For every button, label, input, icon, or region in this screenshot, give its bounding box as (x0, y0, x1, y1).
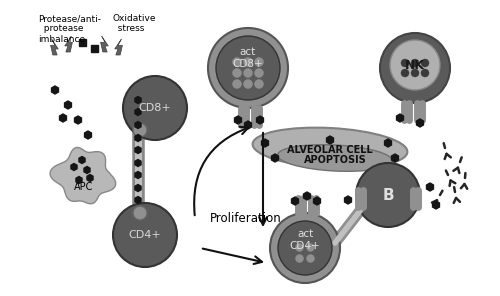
Polygon shape (50, 147, 116, 204)
Circle shape (411, 69, 419, 77)
Circle shape (244, 80, 252, 89)
Circle shape (254, 57, 264, 67)
Circle shape (244, 68, 252, 78)
Polygon shape (76, 176, 82, 184)
Polygon shape (135, 197, 141, 204)
Polygon shape (326, 136, 334, 144)
Polygon shape (84, 166, 90, 173)
Polygon shape (135, 147, 141, 154)
Polygon shape (234, 116, 242, 124)
Circle shape (421, 59, 429, 67)
Circle shape (296, 255, 304, 263)
Text: act
CD4+: act CD4+ (290, 229, 320, 251)
Polygon shape (262, 139, 268, 147)
Polygon shape (60, 114, 66, 122)
Polygon shape (100, 36, 108, 52)
Circle shape (380, 33, 450, 103)
Polygon shape (114, 39, 122, 55)
Text: ALVEOLAR CELL: ALVEOLAR CELL (287, 145, 373, 155)
Circle shape (133, 206, 147, 220)
Circle shape (113, 203, 177, 267)
Circle shape (123, 76, 187, 140)
Polygon shape (135, 109, 141, 115)
Circle shape (401, 69, 409, 77)
Circle shape (270, 213, 340, 283)
Polygon shape (135, 121, 141, 128)
Polygon shape (50, 39, 58, 55)
Polygon shape (64, 36, 72, 52)
Polygon shape (64, 101, 71, 109)
Text: B: B (382, 187, 394, 202)
Polygon shape (135, 96, 141, 104)
Polygon shape (416, 119, 424, 127)
Polygon shape (74, 116, 82, 124)
Text: NK: NK (405, 59, 425, 72)
Polygon shape (135, 184, 141, 192)
Polygon shape (384, 139, 392, 147)
Circle shape (390, 40, 440, 90)
Circle shape (254, 80, 264, 89)
Polygon shape (426, 183, 434, 191)
Circle shape (278, 221, 332, 275)
Bar (90, 44, 98, 52)
Text: Proliferation: Proliferation (210, 212, 282, 224)
Text: CD4+: CD4+ (128, 230, 162, 240)
Polygon shape (244, 121, 252, 129)
Polygon shape (87, 175, 93, 181)
Polygon shape (272, 154, 278, 162)
Circle shape (244, 57, 252, 67)
Circle shape (216, 36, 280, 100)
Polygon shape (304, 192, 310, 200)
Polygon shape (135, 134, 141, 141)
Text: CD8+: CD8+ (138, 103, 172, 113)
Polygon shape (135, 160, 141, 166)
Polygon shape (314, 197, 320, 205)
Polygon shape (292, 197, 298, 205)
Text: Oxidative
  stress: Oxidative stress (112, 14, 156, 33)
Text: APOPTOSIS: APOPTOSIS (304, 155, 366, 165)
Circle shape (306, 244, 314, 252)
Circle shape (254, 68, 264, 78)
Circle shape (232, 80, 241, 89)
Text: Protease/anti-
  protease
imbalance: Protease/anti- protease imbalance (38, 14, 101, 44)
Circle shape (133, 123, 147, 137)
Circle shape (401, 59, 409, 67)
Bar (78, 38, 86, 46)
Polygon shape (84, 131, 91, 139)
Circle shape (421, 69, 429, 77)
Polygon shape (392, 154, 398, 162)
Ellipse shape (252, 128, 408, 168)
Polygon shape (71, 163, 77, 170)
Polygon shape (79, 157, 85, 163)
Polygon shape (396, 114, 404, 122)
Ellipse shape (278, 145, 392, 171)
Circle shape (208, 28, 288, 108)
Circle shape (296, 244, 304, 252)
Circle shape (232, 57, 241, 67)
Circle shape (356, 163, 420, 227)
Circle shape (411, 59, 419, 67)
Circle shape (306, 255, 314, 263)
Polygon shape (344, 196, 352, 204)
Text: act
CD8+: act CD8+ (232, 47, 264, 69)
Text: APC: APC (74, 182, 94, 192)
Circle shape (232, 68, 241, 78)
Polygon shape (52, 86, 59, 94)
Polygon shape (256, 116, 264, 124)
Polygon shape (135, 171, 141, 178)
Polygon shape (432, 201, 440, 209)
